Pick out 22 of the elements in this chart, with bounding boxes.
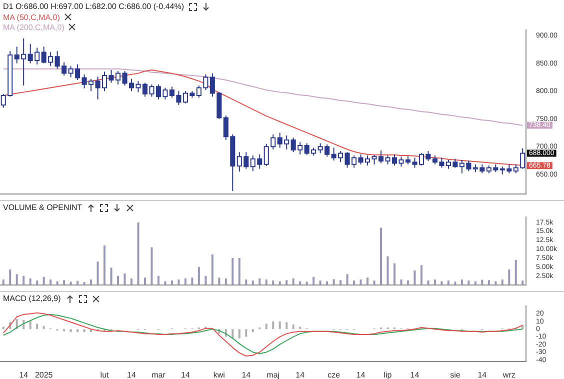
x-tick-label: kwi bbox=[213, 370, 226, 379]
x-tick-label: 2025 bbox=[34, 370, 54, 379]
x-tick-label: 14 bbox=[356, 370, 366, 379]
x-tick-label: 14 bbox=[180, 370, 190, 379]
x-tick-label: cze bbox=[328, 370, 341, 379]
x-tick-label: wrz bbox=[502, 370, 516, 379]
x-tick-label: 14 bbox=[242, 370, 252, 379]
x-tick-label: lut bbox=[100, 370, 110, 379]
text: MA (50,C,MA,0) bbox=[3, 12, 60, 22]
x-tick-label: 14 bbox=[296, 370, 306, 379]
x-tick-label: mar bbox=[152, 370, 166, 379]
x-tick-label: sie bbox=[450, 370, 461, 379]
chart-title: VOLUME & OPENINT bbox=[3, 203, 82, 212]
text: MA (200,C,MA,0) bbox=[3, 22, 64, 32]
chart-title: MACD (12,26,9) bbox=[3, 294, 61, 303]
x-tick-label: 14 bbox=[410, 370, 420, 379]
chart-title: D1 O:686.00 H:697.00 L:682.00 C:686.00 (-0.44%) bbox=[3, 2, 184, 11]
x-tick-label: 14 bbox=[127, 370, 136, 379]
x-tick-label: lip bbox=[384, 370, 392, 379]
x-tick-label: 14 bbox=[19, 370, 29, 379]
x-tick-label: maj bbox=[266, 370, 280, 379]
x-tick-label: 14 bbox=[478, 370, 488, 379]
